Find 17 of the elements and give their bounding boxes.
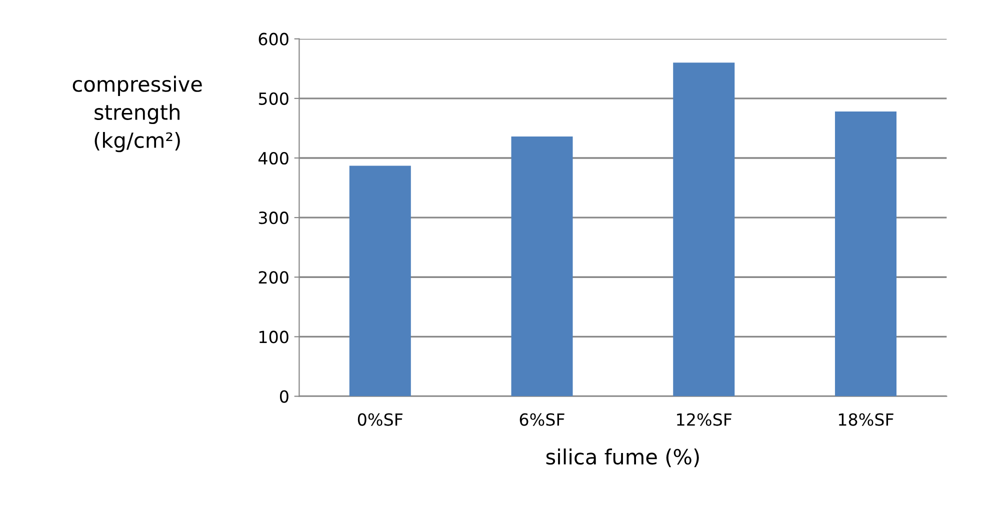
y-tick-label: 300 bbox=[258, 212, 288, 224]
y-axis-title: compressive strength (kg/cm²) bbox=[72, 76, 202, 152]
bar bbox=[511, 136, 573, 396]
x-axis-title: silica fume (%) bbox=[546, 448, 699, 468]
x-tick-label: 18%SF bbox=[838, 413, 894, 426]
y-tick-label: 600 bbox=[258, 32, 288, 46]
y-tick-label: 0 bbox=[280, 390, 288, 403]
y-tick-label: 400 bbox=[258, 152, 288, 165]
x-tick-label: 6%SF bbox=[520, 413, 564, 426]
y-tick-label: 500 bbox=[258, 92, 288, 105]
bar bbox=[673, 62, 735, 396]
x-tick-label: 12%SF bbox=[677, 413, 732, 426]
y-tick-label: 100 bbox=[260, 330, 288, 344]
bar bbox=[349, 166, 411, 396]
bar bbox=[834, 112, 896, 396]
x-tick-label: 0%SF bbox=[358, 413, 402, 426]
y-tick-label: 200 bbox=[258, 271, 288, 284]
